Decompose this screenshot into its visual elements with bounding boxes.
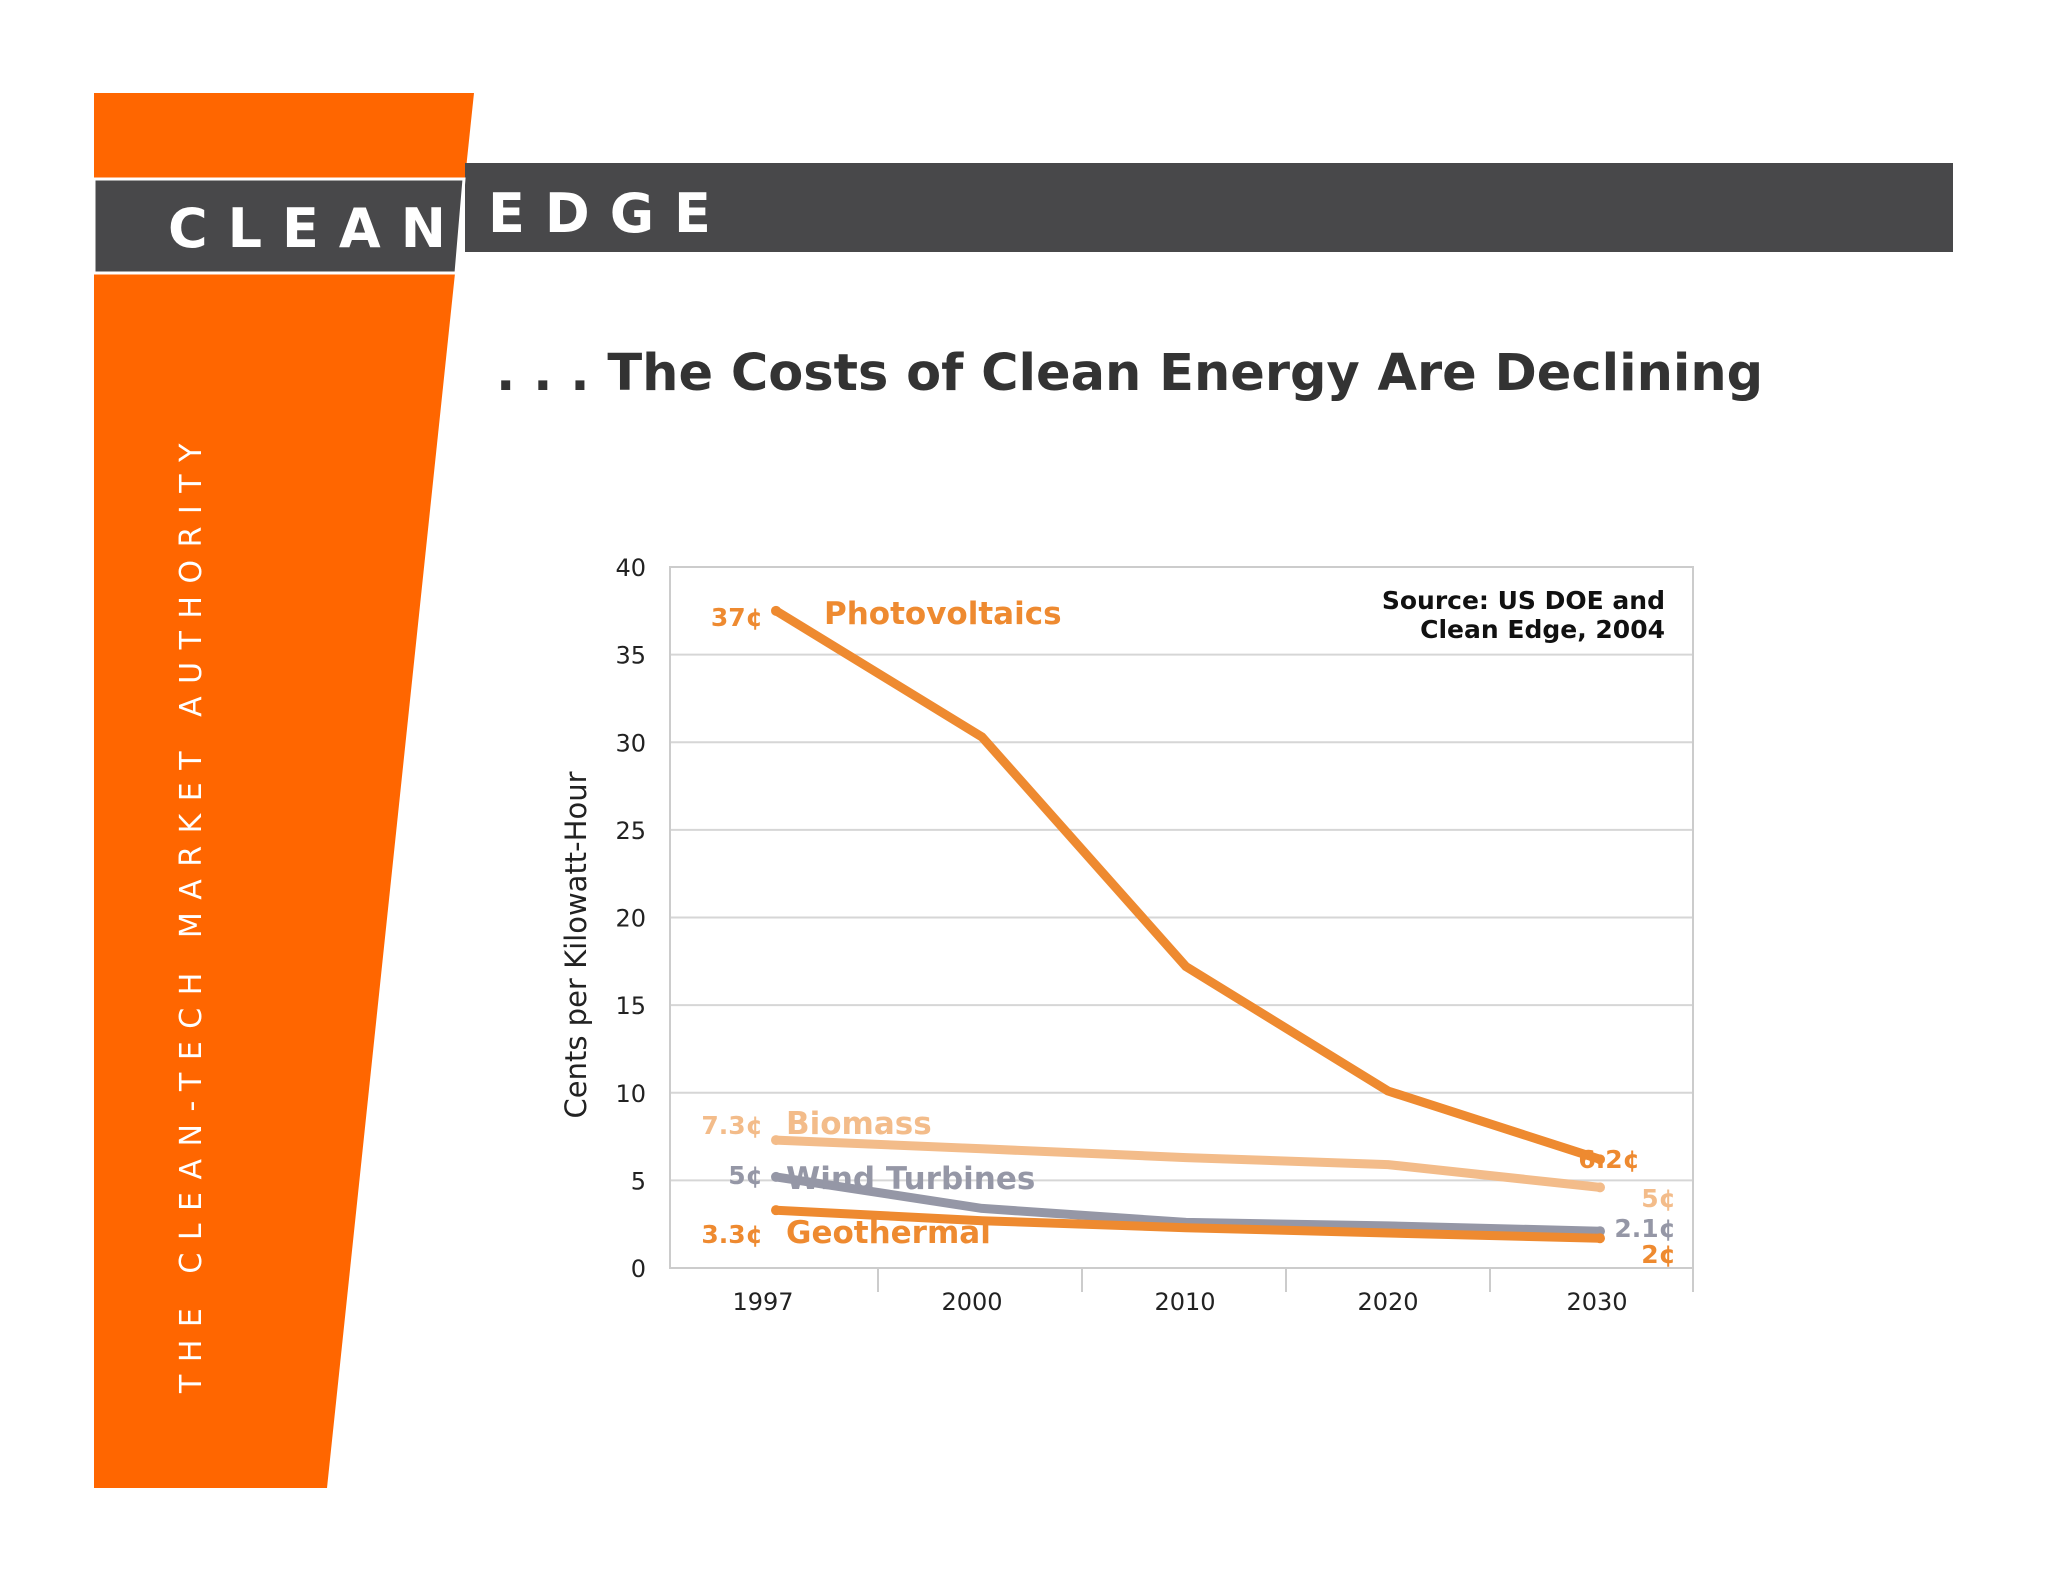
y-tick-label: 15 (615, 992, 646, 1020)
series-lines (771, 605, 1605, 1244)
start-value-label-wind-turbines: 5¢ (728, 1161, 763, 1190)
dark-header-bar (465, 163, 1953, 252)
data-point-geothermal (771, 1205, 781, 1216)
y-tick-label: 25 (615, 817, 646, 845)
series-name-label-photovoltaics: Photovoltaics (824, 596, 1062, 632)
data-point-biomass (771, 1135, 781, 1146)
plot-frame (669, 566, 1694, 1269)
source-note-line2: Clean Edge, 2004 (1420, 615, 1665, 644)
series-line-photovoltaics (771, 606, 1605, 1164)
start-value-label-geothermal: 3.3¢ (701, 1220, 763, 1249)
x-tick-label: 1997 (732, 1288, 793, 1316)
end-value-label-geothermal: 2¢ (1641, 1240, 1676, 1269)
cost-line-chart: 0 5 10 15 20 25 30 35 40 1997 2000 2010 2020 2030 37… (559, 554, 1694, 1316)
series-name-label-biomass: Biomass (786, 1106, 932, 1142)
logo-clean-box (92, 177, 466, 275)
start-value-label-photovoltaics: 37¢ (711, 603, 763, 632)
end-value-label-biomass: 5¢ (1641, 1184, 1676, 1213)
series-name-label-wind-turbines: Wind Turbines (786, 1161, 1035, 1197)
logo-edge-text: EDGE (488, 182, 731, 245)
y-tick-label: 5 (631, 1167, 646, 1195)
data-point-wind-turbines (771, 1171, 781, 1182)
logo-clean-text: CLEAN (168, 197, 466, 260)
end-value-label-photovoltaics: 6.2¢ (1578, 1145, 1640, 1174)
data-point-photovoltaics (1595, 1154, 1605, 1165)
tagline-vertical: THE CLEAN-TECH MARKET AUTHORITY (174, 431, 209, 1394)
orange-sidebar-band (94, 93, 474, 1488)
x-tick-label: 2030 (1566, 1288, 1627, 1316)
x-tick-label: 2010 (1154, 1288, 1215, 1316)
y-axis-label: Cents per Kilowatt-Hour (559, 771, 593, 1118)
y-tick-labels: 0 5 10 15 20 25 30 35 40 (615, 554, 646, 1283)
x-tick-label: 2000 (941, 1288, 1002, 1316)
data-point-photovoltaics (771, 605, 781, 616)
y-tick-label: 40 (615, 554, 646, 582)
data-point-geothermal (1595, 1233, 1605, 1244)
y-tick-label: 10 (615, 1080, 646, 1108)
y-tick-label: 30 (615, 729, 646, 757)
gridlines (670, 653, 1693, 1182)
series-labels: 37¢ Photovoltaics 6.2¢ 7.3¢ Biomass 5¢ 5¢ Wind … (701, 596, 1676, 1269)
y-tick-label: 20 (615, 905, 646, 933)
x-tick-labels: 1997 2000 2010 2020 2030 (732, 1268, 1694, 1316)
end-value-label-wind-turbines: 2.1¢ (1614, 1214, 1676, 1243)
source-note-line1: Source: US DOE and (1382, 586, 1665, 615)
series-name-label-geothermal: Geothermal (786, 1215, 991, 1251)
data-point-biomass (1595, 1182, 1605, 1193)
x-tick-label: 2020 (1357, 1288, 1418, 1316)
page-title: . . . The Costs of Clean Energy Are Decl… (496, 344, 1763, 403)
y-tick-label: 0 (631, 1255, 646, 1283)
y-tick-label: 35 (615, 642, 646, 670)
start-value-label-biomass: 7.3¢ (701, 1111, 763, 1140)
brand-header: CLEAN EDGE THE CLEAN-TECH MARKET AUTHORI… (92, 93, 1953, 1488)
